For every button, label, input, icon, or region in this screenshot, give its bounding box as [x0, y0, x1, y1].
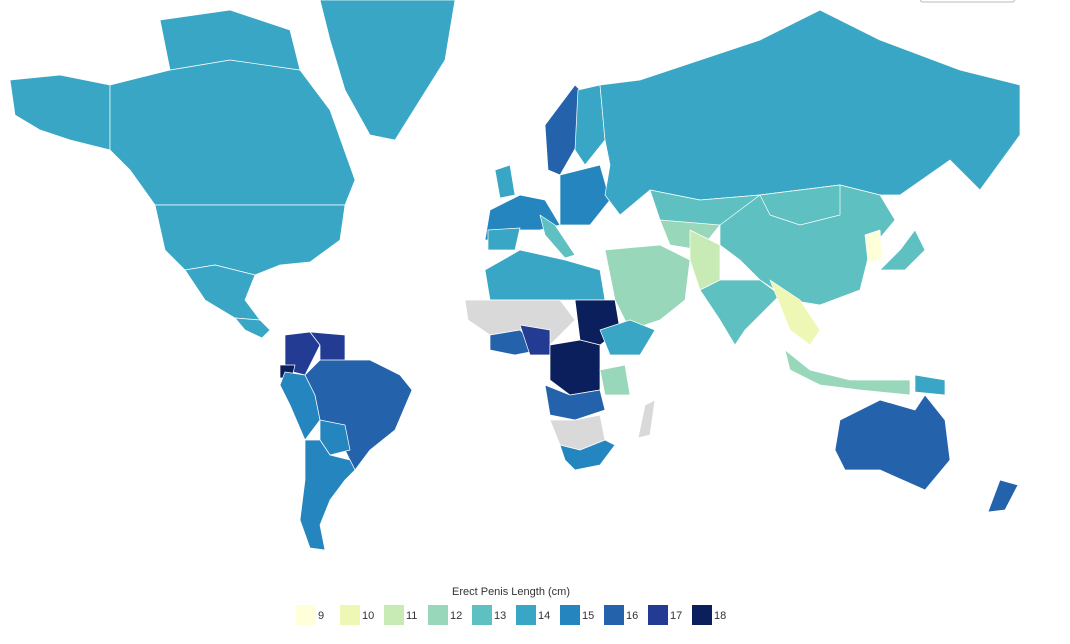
legend-title: Erect Penis Length (cm) — [452, 586, 570, 598]
country — [234, 317, 271, 339]
country — [914, 374, 946, 396]
legend-label: 16 — [626, 610, 638, 622]
country — [487, 227, 521, 251]
country — [699, 279, 781, 346]
country — [987, 479, 1019, 513]
legend-label: 9 — [318, 610, 324, 622]
country — [539, 214, 576, 259]
legend-label: 12 — [450, 610, 462, 622]
country — [689, 229, 721, 291]
country — [599, 9, 1021, 216]
country — [319, 419, 351, 456]
legend-swatch — [296, 605, 316, 625]
country — [637, 399, 656, 439]
country — [599, 319, 656, 356]
legend-swatch — [340, 605, 360, 625]
country — [559, 439, 616, 471]
legend-swatch — [428, 605, 448, 625]
country — [154, 204, 346, 276]
legend-label: 13 — [494, 610, 506, 622]
country — [159, 9, 301, 71]
country — [574, 84, 606, 166]
legend: 9 10 11 12 13 14 15 16 17 18 — [296, 605, 726, 625]
country — [769, 279, 821, 346]
legend-label: 14 — [538, 610, 550, 622]
country — [834, 394, 951, 491]
legend-swatch — [604, 605, 624, 625]
countries — [9, 0, 1021, 551]
legend-label: 15 — [582, 610, 594, 622]
legend-swatch — [648, 605, 668, 625]
country — [544, 384, 606, 421]
country — [484, 249, 606, 301]
legend-label: 18 — [714, 610, 726, 622]
country — [304, 359, 413, 471]
legend-label: 17 — [670, 610, 682, 622]
legend-label: 11 — [406, 610, 417, 622]
country — [284, 331, 321, 376]
toolbar-button[interactable] — [919, 0, 1016, 3]
country — [559, 164, 611, 226]
country — [864, 229, 883, 263]
country — [299, 439, 356, 551]
country — [494, 164, 516, 199]
legend-swatch — [516, 605, 536, 625]
country — [184, 264, 261, 321]
legend-swatch — [472, 605, 492, 625]
legend-label: 10 — [362, 610, 374, 622]
country — [879, 229, 926, 271]
legend-swatch — [692, 605, 712, 625]
country — [784, 349, 911, 396]
country — [604, 244, 691, 331]
country — [9, 74, 111, 151]
legend-swatch — [560, 605, 580, 625]
legend-swatch — [384, 605, 404, 625]
country — [549, 339, 601, 396]
country — [759, 184, 841, 226]
country — [489, 329, 541, 356]
country — [599, 364, 631, 396]
country — [109, 59, 356, 206]
country — [319, 0, 456, 141]
